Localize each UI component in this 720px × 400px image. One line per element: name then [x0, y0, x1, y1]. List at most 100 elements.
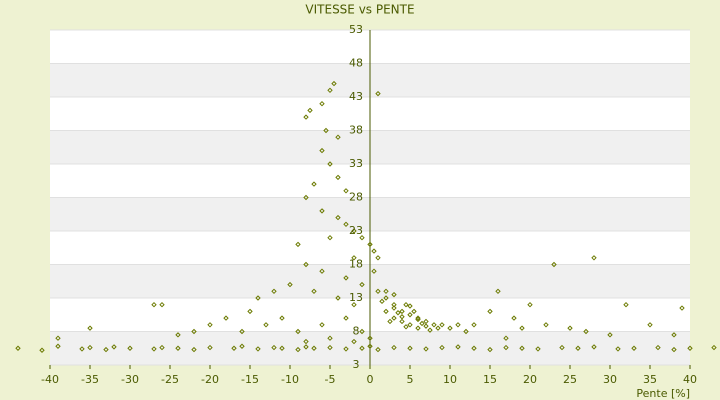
point [327, 234, 333, 241]
point [375, 90, 381, 97]
x-tick-label: 40 [683, 373, 697, 386]
point [263, 322, 269, 328]
point [439, 322, 445, 328]
x-tick-label: -15 [241, 373, 259, 386]
point [415, 325, 421, 331]
y-tick-label: 3 [353, 358, 360, 371]
point [231, 345, 237, 351]
point [687, 345, 693, 351]
point [383, 295, 389, 301]
point [583, 328, 589, 335]
point [559, 344, 565, 351]
point [279, 345, 285, 351]
point [399, 318, 405, 325]
y-tick-label: 23 [349, 224, 363, 237]
point [343, 188, 349, 194]
point [103, 346, 109, 353]
x-tick-label: -30 [121, 373, 139, 386]
point [423, 346, 429, 352]
point [399, 314, 405, 320]
point [367, 241, 373, 248]
point [335, 174, 341, 181]
point [647, 322, 653, 328]
point [311, 288, 317, 295]
point [303, 338, 309, 345]
point [391, 291, 397, 298]
point [327, 335, 333, 341]
point [415, 315, 421, 321]
point [343, 221, 349, 228]
point [351, 228, 357, 234]
point [175, 332, 181, 338]
point [495, 288, 501, 295]
point [375, 255, 381, 261]
point [39, 347, 45, 353]
point [391, 344, 397, 351]
point [487, 346, 493, 353]
x-tick-label: 5 [407, 373, 414, 386]
point [631, 345, 637, 351]
point [403, 324, 409, 330]
point [87, 344, 93, 351]
point [319, 208, 325, 214]
point [359, 345, 365, 351]
point [331, 80, 337, 87]
y-tick-label: 48 [349, 57, 363, 70]
point [519, 325, 525, 331]
x-tick-label: -40 [41, 373, 59, 386]
point [407, 322, 413, 328]
point [527, 301, 533, 308]
point [359, 281, 365, 288]
point [503, 344, 509, 351]
point [295, 241, 301, 248]
x-tick-label: -10 [281, 373, 299, 386]
point [271, 344, 277, 351]
point [303, 344, 309, 350]
point [327, 87, 333, 94]
point [287, 281, 293, 288]
point [679, 305, 685, 311]
point [671, 332, 677, 338]
point [319, 322, 325, 328]
point [319, 147, 325, 154]
point [623, 301, 629, 308]
point [415, 316, 421, 323]
point [15, 345, 21, 351]
point [543, 322, 549, 328]
point [391, 315, 397, 321]
point [387, 318, 393, 325]
point [335, 295, 341, 301]
point [447, 325, 453, 331]
point [311, 345, 317, 351]
point [455, 344, 461, 350]
point [255, 295, 261, 301]
point [175, 345, 181, 351]
point [159, 344, 165, 351]
point [327, 344, 333, 351]
point [295, 328, 301, 335]
point [271, 288, 277, 295]
point [343, 346, 349, 352]
point [423, 323, 429, 329]
point [343, 275, 349, 281]
point [351, 338, 357, 345]
y-tick-label: 18 [349, 258, 363, 271]
y-tick-label: 43 [349, 90, 363, 103]
point [351, 255, 357, 261]
point [303, 114, 309, 120]
x-tick-label: 35 [643, 373, 657, 386]
point [151, 301, 157, 308]
point [383, 308, 389, 315]
point [127, 345, 133, 351]
point [591, 344, 597, 350]
point [615, 346, 621, 352]
point [295, 346, 301, 353]
point [191, 328, 197, 335]
point [439, 344, 445, 351]
point [375, 346, 381, 353]
point [307, 107, 313, 114]
y-tick-label: 33 [349, 157, 363, 170]
point [419, 320, 425, 327]
point [303, 261, 309, 268]
